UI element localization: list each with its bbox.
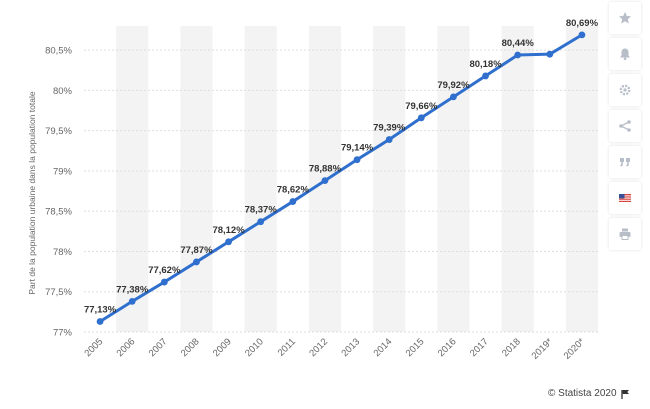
data-point[interactable]: [385, 136, 393, 143]
print-button[interactable]: [609, 218, 641, 250]
x-axis-ticks: 2005 2006 2007 2008 2009 2010 2011 2012 2013 2014…: [82, 336, 587, 362]
y-tick-label: 79%: [53, 166, 73, 177]
background-band: [437, 26, 470, 332]
data-point[interactable]: [417, 114, 425, 122]
y-tick-label: 80,5%: [45, 46, 72, 57]
x-tick-label: 2013: [339, 336, 362, 359]
source-credit[interactable]: © Statista 2020: [548, 388, 630, 399]
y-tick-label: 77%: [53, 328, 73, 339]
quote-icon: [620, 158, 630, 167]
print-icon: [619, 228, 631, 240]
y-tick-label: 79,5%: [45, 126, 72, 137]
data-label: 78,12%: [212, 225, 245, 236]
flag-icon: [619, 194, 631, 202]
gridlines: [84, 49, 598, 333]
data-label: 78,88%: [309, 164, 342, 175]
x-tick-label: 2012: [307, 336, 330, 359]
background-band: [501, 26, 534, 332]
notification-button[interactable]: [609, 38, 641, 70]
x-tick-label: 2009: [211, 336, 234, 359]
x-tick-label: 2008: [179, 336, 202, 359]
data-label: 80,44%: [502, 38, 535, 49]
y-tick-label: 77,5%: [45, 287, 72, 298]
data-label: 78,62%: [277, 185, 310, 196]
x-tick-label: 2005: [82, 336, 105, 359]
y-tick-label: 78%: [53, 247, 73, 258]
data-label: 77,38%: [116, 284, 149, 295]
data-label: 79,39%: [373, 123, 406, 134]
bell-icon: [620, 48, 630, 61]
data-points: [96, 31, 586, 325]
background-band: [373, 26, 406, 332]
x-tick-label: 2014: [372, 336, 395, 359]
data-label: 77,87%: [180, 245, 213, 256]
y-axis-label: Part de la population urbaine dans la po…: [27, 91, 37, 294]
settings-button[interactable]: [609, 74, 641, 106]
data-point[interactable]: [160, 278, 168, 286]
data-point[interactable]: [482, 72, 489, 80]
data-point[interactable]: [353, 156, 361, 164]
data-point[interactable]: [450, 93, 457, 101]
x-tick-label: 2010: [243, 336, 266, 359]
share-button[interactable]: [609, 110, 641, 142]
x-tick-label: 2016: [436, 336, 459, 359]
data-point[interactable]: [96, 318, 104, 325]
y-tick-label: 80%: [53, 86, 73, 97]
background-band: [180, 26, 213, 332]
background-band: [244, 26, 277, 332]
data-point[interactable]: [257, 218, 265, 226]
x-tick-label: 2019*: [530, 336, 556, 362]
share-icon: [619, 120, 631, 132]
x-tick-label: 2007: [147, 336, 170, 359]
data-label: 78,37%: [245, 205, 278, 216]
data-label: 79,66%: [405, 101, 438, 112]
data-label: 79,92%: [437, 80, 470, 91]
x-tick-label: 2006: [115, 336, 138, 359]
y-tick-label: 78,5%: [45, 207, 72, 218]
star-icon: [619, 12, 631, 24]
data-label: 77,62%: [148, 265, 181, 276]
data-label: 79,14%: [341, 143, 374, 154]
side-toolbar: [607, 0, 643, 252]
x-tick-label: 2011: [276, 336, 298, 358]
data-labels: 77,13% 77,38% 77,62% 77,87% 78,12%78,37% 78,6…: [84, 18, 599, 316]
data-point[interactable]: [193, 258, 200, 266]
x-tick-label: 2020*: [562, 336, 588, 362]
x-tick-label: 2017: [468, 336, 491, 359]
favorite-button[interactable]: [609, 2, 641, 34]
data-label: 80,69%: [566, 18, 599, 29]
language-button[interactable]: [609, 182, 641, 214]
data-point[interactable]: [514, 51, 522, 59]
x-tick-label: 2015: [404, 336, 427, 359]
series-line: [99, 33, 583, 323]
gear-icon: [619, 84, 631, 96]
data-point[interactable]: [578, 31, 586, 39]
data-label: 77,13%: [84, 305, 117, 316]
data-point[interactable]: [225, 238, 232, 246]
data-label: 80,18%: [469, 59, 502, 70]
data-point[interactable]: [546, 50, 554, 58]
background-band: [565, 26, 598, 332]
cite-button[interactable]: [609, 146, 641, 178]
data-point[interactable]: [289, 198, 297, 205]
alternating-bands: [116, 26, 598, 332]
background-band: [116, 26, 149, 332]
report-flag-icon: [620, 389, 629, 399]
credit-text: © Statista 2020: [548, 388, 617, 399]
x-tick-label: 2018: [500, 336, 523, 359]
data-point[interactable]: [321, 177, 329, 185]
data-point[interactable]: [128, 298, 136, 305]
y-axis-ticks: 77% 77,5% 78% 78,5% 79% 79,5% 80% 80,5%: [45, 46, 72, 339]
